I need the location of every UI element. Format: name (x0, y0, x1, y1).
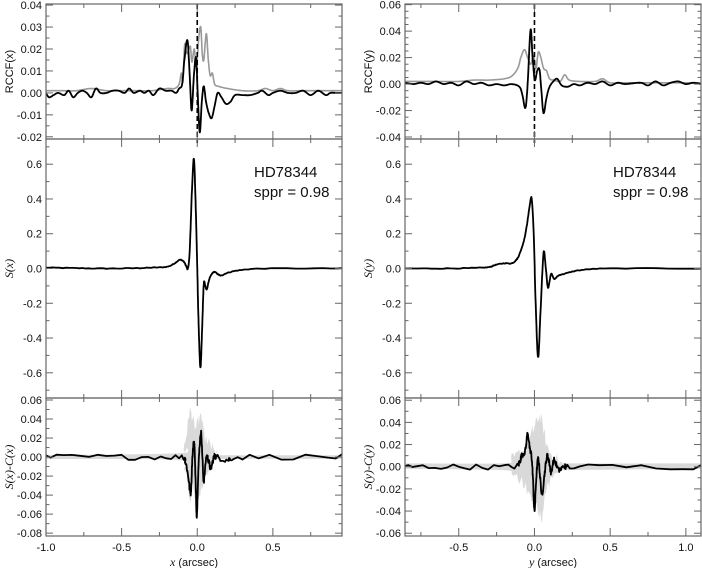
y-axis-label: RCCF(y) (363, 50, 375, 93)
panel-rccf-y: -0.04 -0.02 0.00 0.02 0.04 0.06 RCCF(y) (363, 0, 702, 144)
y-tick-label: -0.02 (376, 106, 401, 118)
series-gray-line (405, 48, 701, 84)
x-tick-label: -0.5 (449, 542, 468, 554)
x-tick-label: 0.5 (265, 542, 280, 554)
plot-area (46, 25, 342, 134)
series-black-line (405, 431, 701, 512)
y-axis-label: RCCF(x) (4, 50, 16, 93)
y-tick-label: 0.00 (21, 88, 42, 100)
x-axis-unit: (arcsec) (175, 557, 218, 568)
series-black-line (46, 157, 342, 369)
y-tick-label: 0.02 (380, 440, 401, 452)
y-tick-label: 0.02 (21, 433, 42, 445)
y-tick-label: 0.4 (386, 194, 401, 206)
y-tick-label: 0.00 (21, 452, 42, 464)
y-tick-label: 0.02 (380, 53, 401, 65)
y-tick-label: -0.6 (382, 368, 401, 380)
x-tick-label: -0.5 (112, 542, 131, 554)
x-axis-label: y (arcsec) (528, 555, 577, 568)
y-axis-label: S(y)-C(y) (361, 445, 375, 490)
panel-resid-y: -0.06 -0.04 -0.02 0.00 0.02 0.04 0.06 -0.5 0.0 0.… (361, 395, 702, 568)
plot-area (405, 196, 701, 358)
panel-resid-x: -0.08 -0.06 -0.04 -0.02 0.00 0.02 0.04 0.06 -1.0… (2, 395, 343, 568)
y-tick-label: 0.04 (380, 26, 401, 38)
y-tick-label: 0.04 (380, 417, 401, 429)
y-tick-label: -0.02 (17, 471, 42, 483)
y-tick-label: 0.06 (380, 0, 401, 12)
x-tick-label: 0.5 (603, 542, 618, 554)
y-tick-label: 0.6 (27, 159, 42, 171)
panel-s-x: -0.6 -0.4 -0.2 0.0 0.2 0.4 0.6 S(x) HD78344 sppr … (2, 138, 343, 399)
y-tick-label: -0.06 (17, 509, 42, 521)
y-tick-label: -0.6 (23, 368, 42, 380)
y-tick-label: 0.03 (21, 22, 42, 34)
axes-frame (404, 3, 702, 140)
y-tick-label: -0.01 (17, 110, 42, 122)
plot-area (46, 157, 342, 369)
y-tick-label: -0.04 (376, 506, 401, 518)
y-tick-label: -0.02 (17, 132, 42, 144)
series-black-line (46, 39, 342, 134)
x-tick-label: 1.0 (678, 542, 693, 554)
plot-area (405, 414, 701, 523)
x-axis-variable: x (169, 555, 176, 568)
x-axis-unit: (arcsec) (534, 557, 577, 568)
star-name-annotation: HD78344 (254, 164, 317, 181)
y-tick-label: 0.04 (21, 414, 42, 426)
y-tick-label: -0.04 (17, 490, 42, 502)
y-tick-label: 0.00 (380, 462, 401, 474)
series-black-line (46, 429, 342, 519)
y-tick-label: 0.00 (380, 79, 401, 91)
y-tick-label: -0.2 (382, 298, 401, 310)
x-axis-label: x (arcsec) (169, 555, 218, 568)
y-tick-label: 0.06 (21, 395, 42, 407)
y-axis-label: S(x) (2, 259, 16, 278)
series-black-line (405, 196, 701, 358)
y-tick-label: 0.04 (21, 0, 42, 12)
series-black-line (405, 28, 701, 115)
y-tick-label: 0.02 (21, 44, 42, 56)
y-axis-label: S(y) (361, 259, 375, 278)
y-tick-label: 0.0 (27, 264, 42, 276)
y-tick-label: -0.2 (23, 298, 42, 310)
panel-s-y: -0.6 -0.4 -0.2 0.0 0.2 0.4 0.6 S(y) HD78344 sppr … (361, 138, 702, 399)
x-tick-label: 0.0 (527, 542, 542, 554)
y-tick-label: 0.6 (386, 159, 401, 171)
y-tick-label: 0.4 (27, 194, 42, 206)
panel-rccf-x: -0.02 -0.01 0.00 0.01 0.02 0.03 0.04 RCCF(x) (4, 0, 343, 144)
x-tick-label: 0.0 (190, 542, 205, 554)
x-axis-variable: y (528, 555, 535, 568)
y-tick-label: -0.04 (376, 132, 401, 144)
y-tick-label: 0.06 (380, 395, 401, 407)
plot-area (46, 407, 342, 519)
x-tick-label: -1.0 (37, 542, 56, 554)
y-tick-label: -0.4 (382, 333, 401, 345)
sppr-annotation: sppr = 0.98 (613, 184, 688, 201)
y-tick-label: -0.02 (376, 484, 401, 496)
y-tick-label: -0.06 (376, 528, 401, 540)
y-tick-label: -0.08 (17, 528, 42, 540)
y-tick-label: 0.01 (21, 66, 42, 78)
sppr-annotation: sppr = 0.98 (254, 184, 329, 201)
y-tick-label: 0.2 (386, 229, 401, 241)
y-axis-label: S(x)-C(x) (2, 445, 16, 490)
star-name-annotation: HD78344 (613, 164, 676, 181)
y-tick-label: 0.2 (27, 229, 42, 241)
y-tick-label: -0.4 (23, 333, 42, 345)
y-tick-label: 0.0 (386, 264, 401, 276)
plot-area (405, 28, 701, 115)
